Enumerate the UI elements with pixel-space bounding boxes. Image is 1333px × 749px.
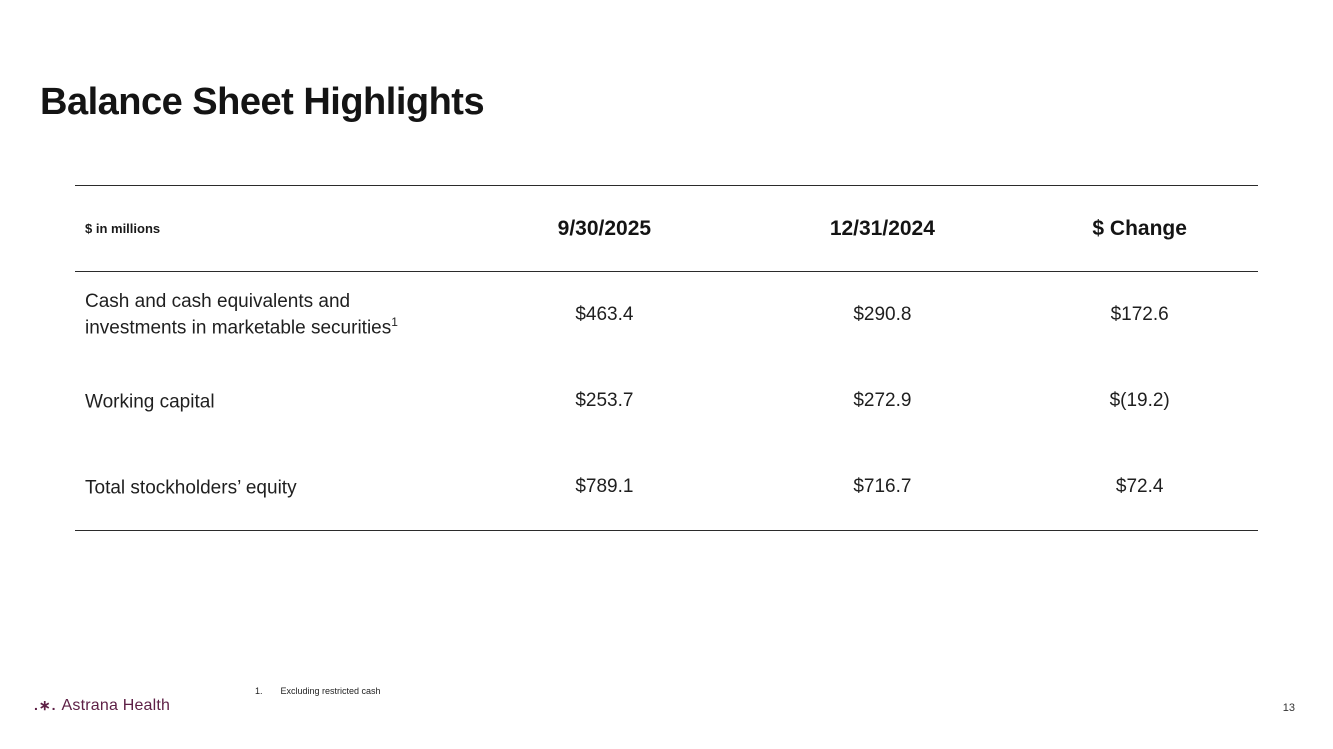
column-header-period-2: 12/31/2024: [829, 216, 935, 240]
cell-value: $172.6: [1110, 304, 1169, 325]
footnote-text: Excluding restricted cash: [280, 686, 381, 696]
row-label: Cash and cash equivalents and investment…: [75, 289, 415, 342]
footnote-reference: 1: [391, 315, 398, 330]
row-label-text: Working capital: [85, 390, 215, 412]
page-title: Balance Sheet Highlights: [40, 81, 485, 124]
cell-value: $463.4: [575, 304, 634, 325]
cell-value: $272.9: [853, 390, 912, 411]
row-label-text: Total stockholders’ equity: [85, 476, 297, 498]
cell-value: $716.7: [853, 476, 912, 497]
cell-value: $253.7: [575, 390, 634, 411]
column-header-period-1: 9/30/2025: [557, 216, 652, 240]
astrana-logo-icon: .∗.: [34, 697, 57, 713]
footnote-index: 1.: [255, 686, 263, 696]
row-label: Working capital: [75, 388, 415, 415]
row-label: Total stockholders’ equity: [75, 474, 415, 501]
table-header-row: $ in millions 9/30/2025 12/31/2024 $ Cha…: [75, 185, 1258, 272]
page-number: 13: [1282, 702, 1295, 714]
row-label-text: Cash and cash equivalents and investment…: [85, 290, 392, 339]
astrana-logo-text: Astrana Health: [61, 697, 171, 714]
unit-label: $ in millions: [85, 221, 161, 236]
cell-value: $72.4: [1115, 476, 1164, 497]
footnote: 1. Excluding restricted cash: [255, 686, 381, 696]
table-row: Total stockholders’ equity $789.1 $716.7…: [75, 444, 1258, 530]
table-row: Working capital $253.7 $272.9 $(19.2): [75, 358, 1258, 444]
cell-value: $789.1: [575, 476, 634, 497]
table-body: Cash and cash equivalents and investment…: [75, 272, 1258, 531]
cell-value: $(19.2): [1109, 390, 1170, 411]
table-row: Cash and cash equivalents and investment…: [75, 272, 1258, 358]
cell-value: $290.8: [853, 304, 912, 325]
balance-sheet-table: $ in millions 9/30/2025 12/31/2024 $ Cha…: [75, 185, 1258, 531]
column-header-change: $ Change: [1092, 216, 1187, 240]
astrana-logo: .∗. Astrana Health: [34, 697, 170, 715]
